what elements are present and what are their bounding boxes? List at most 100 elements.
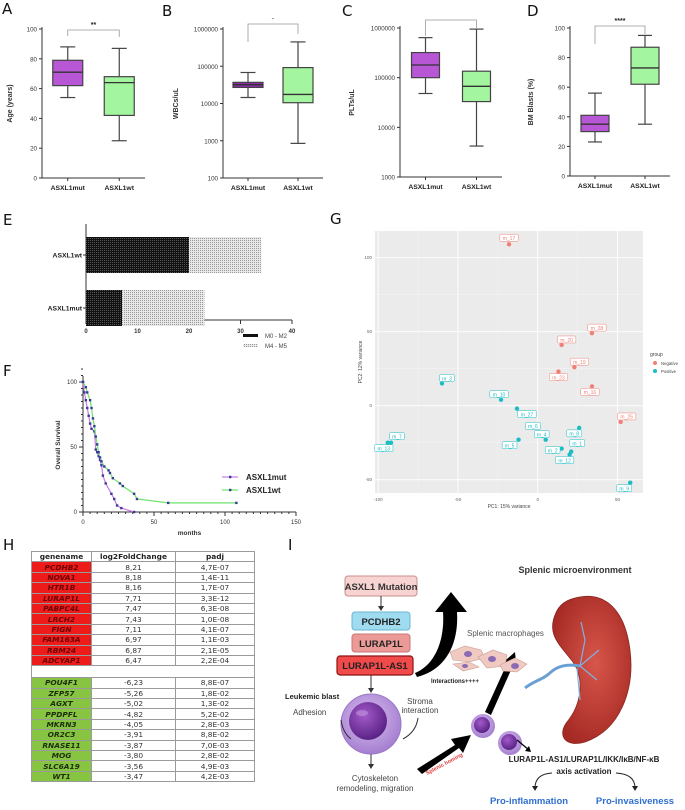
col-padj: padj xyxy=(175,550,255,563)
y-tick-label: ASXL1mut xyxy=(48,306,83,313)
gene-name-cell: NOVA1 xyxy=(31,571,92,584)
x-tick-label: ASXL1wt xyxy=(630,183,660,190)
panel-letter-g: G xyxy=(330,210,342,228)
y-tick-label: 20 xyxy=(558,144,565,151)
legend-label-Positive: Positive xyxy=(661,369,677,374)
gene-name-cell: WT1 xyxy=(31,770,92,783)
gene-name-cell: PPDPFL xyxy=(31,708,92,720)
migrating-cell-nucleus xyxy=(474,717,490,733)
gene-name-cell: POU4F1 xyxy=(31,677,92,689)
table-row: HTR1B 8,16 1,7E-07 xyxy=(31,582,255,594)
y-tick-label: 100 xyxy=(208,176,219,183)
survival-line-ASXL1wt xyxy=(82,381,237,504)
log2fc-cell: 7,43 xyxy=(91,613,176,625)
table-row: RBM24 6,87 2,1E-05 xyxy=(31,644,255,656)
table-row: ZFP57 -5,26 1,8E-02 xyxy=(31,687,255,700)
y-tick-label: 1000000 xyxy=(371,26,396,33)
table-row: OR2C3 -3,91 8,8E-02 xyxy=(31,729,255,741)
gene-name-cell: PCDHB2 xyxy=(31,561,92,573)
point-label: m_28 xyxy=(591,326,604,332)
censor-mark xyxy=(96,451,99,454)
gene-name-cell: SLC6A19 xyxy=(31,760,92,772)
x-tick-label: 50 xyxy=(615,497,621,502)
blast-nucleus-icon xyxy=(349,702,387,740)
legend-title: group xyxy=(650,352,663,358)
padj-cell: 1,4E-11 xyxy=(175,571,255,584)
arrow-pro-inflammation-icon xyxy=(534,772,553,789)
y-tick-label: 40 xyxy=(558,114,565,121)
padj-cell: 8,8E-07 xyxy=(175,677,255,689)
point-m_3 xyxy=(439,381,445,386)
point-label: m_4 xyxy=(537,433,547,439)
log2fc-cell: 6,87 xyxy=(91,644,176,656)
point-label: m_16 xyxy=(584,390,597,396)
log2fc-cell: 6,47 xyxy=(91,654,176,667)
point-label-box xyxy=(616,484,632,492)
point-label: m_1 xyxy=(572,441,582,447)
padj-cell: 2,8E-02 xyxy=(175,750,255,762)
gene-name-cell: RBM24 xyxy=(31,644,92,656)
y-tick-label: 10000 xyxy=(201,101,219,108)
legend-marker-Positive xyxy=(653,369,657,373)
y-tick-label: 50 xyxy=(367,329,373,334)
point-label-box xyxy=(489,390,509,398)
arrow-head-icon xyxy=(632,786,638,791)
fab-bar-chart: 0 10 20 30 40 ASXL1wt ASXL1mut M0 - M2 M4 - M5 xyxy=(48,224,296,350)
stroma-label-2: interaction xyxy=(402,706,439,715)
point-m_12 xyxy=(567,452,572,457)
x-tick-label: 30 xyxy=(237,329,244,335)
table-row: MKRN3 -4,05 2,8E-03 xyxy=(31,718,255,731)
y-tick-label: 60 xyxy=(30,86,37,93)
significance-bracket xyxy=(425,19,477,36)
panel-letter-d: D xyxy=(527,2,539,20)
lurap1l-label: LURAP1L xyxy=(359,639,403,650)
censor-mark xyxy=(88,399,92,402)
censor-mark xyxy=(132,510,136,514)
padj-cell: 1,8E-02 xyxy=(175,687,255,700)
gene-name-cell: LRCH2 xyxy=(31,613,92,625)
y-axis-label: WBCs/uL xyxy=(173,87,180,119)
gene-name-cell: LURAP1L xyxy=(31,592,92,604)
point-label: m_17 xyxy=(503,236,516,242)
x-tick-label: ASXL1wt xyxy=(283,185,313,192)
point-label-box xyxy=(549,373,568,381)
x-tick-label: 40 xyxy=(289,329,296,335)
mechanism-diagram: ASXL1 Mutation PCDHB2 LURAP1L LURAP1L-AS… xyxy=(285,565,674,807)
censor-mark xyxy=(108,471,112,475)
gene-name-cell: AGXT xyxy=(31,698,92,710)
log2fc-cell: 7,11 xyxy=(91,623,176,636)
gene-name-cell: OR2C3 xyxy=(31,729,92,741)
splenic-macrophages-label: Splenic macrophages xyxy=(467,629,544,638)
lurap1l-as1-box xyxy=(336,655,414,676)
bar-ASXL1mut-M4-M5 xyxy=(122,290,205,326)
censor-mark xyxy=(90,406,93,410)
point-m_5 xyxy=(516,437,521,442)
lurap1l-as1-label: LURAP1L-AS1 xyxy=(342,661,408,672)
y-axis-label: BM Blasts (%) xyxy=(528,79,535,126)
arrow-head-icon xyxy=(532,786,538,791)
table-spacer-row xyxy=(31,665,255,679)
padj-cell: 2,8E-03 xyxy=(175,718,255,731)
censor-mark xyxy=(91,417,95,420)
point-label: m_5 xyxy=(505,444,515,450)
point-m_4 xyxy=(543,437,548,442)
point-m_7 xyxy=(388,440,394,445)
y-tick-label: 10000 xyxy=(378,125,396,132)
y-axis-label: PC2: 12% variance xyxy=(358,340,364,383)
padj-cell: 1,1E-03 xyxy=(175,634,255,646)
point-label: m_13 xyxy=(378,446,391,452)
censor-mark xyxy=(120,506,123,510)
table-row: SLC6A19 -3,56 4,9E-03 xyxy=(31,760,255,772)
y-tick-label: 0 xyxy=(74,510,78,516)
deg-table: genename log2FoldChange padj PCDHB2 8,21 4… xyxy=(31,550,255,783)
table-row: WT1 -3,47 4,2E-03 xyxy=(31,770,255,783)
gene-name-cell: FAM163A xyxy=(31,634,92,646)
x-tick-label: -100 xyxy=(374,497,384,502)
y-tick-label: 20 xyxy=(30,146,37,153)
point-label-box xyxy=(580,388,600,396)
migrating-cell-nucleus xyxy=(501,734,517,750)
log2fc-cell: -5,26 xyxy=(91,687,176,700)
significance-bracket xyxy=(67,29,120,37)
point-m_19 xyxy=(572,364,577,370)
y-axis-label: Age (years) xyxy=(7,84,14,122)
